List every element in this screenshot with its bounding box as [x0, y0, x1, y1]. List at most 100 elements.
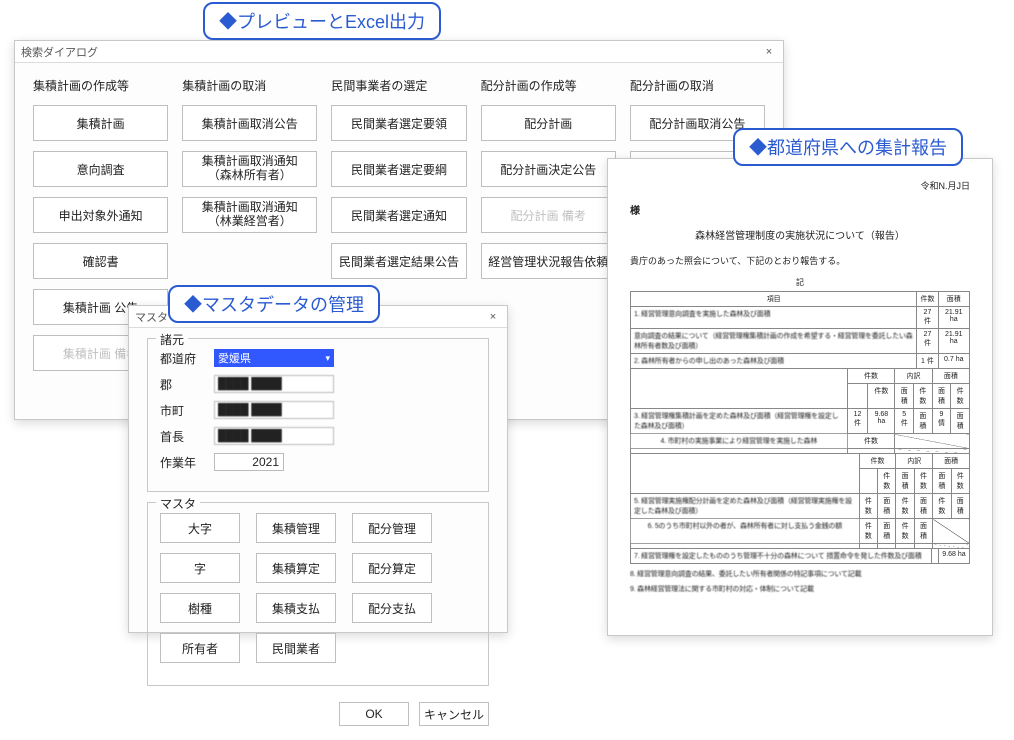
th: 件数	[917, 292, 938, 307]
th: 面積	[932, 369, 969, 384]
btn-shuseki-keikaku[interactable]: 集積計画	[33, 105, 168, 141]
cell: 5 件	[895, 409, 914, 434]
btn-haibun-kanri[interactable]: 配分管理	[352, 513, 432, 543]
cell-diag	[933, 519, 970, 544]
dialog-buttons: OK キャンセル	[147, 696, 489, 726]
th: 件数	[896, 519, 914, 544]
table-row: 件数 内訳 面積	[631, 369, 970, 384]
report-bullet: 様	[630, 202, 970, 217]
btn-sentei-youryou[interactable]: 民間業者選定要領	[331, 105, 466, 141]
table-row: 3. 経営管理権集積計画を定めた森林及び面積（経営管理権を設定した森林及び面積）…	[631, 409, 970, 434]
search-dialog-title: 検索ダイアログ	[21, 44, 98, 60]
cell: 面積	[914, 494, 932, 519]
btn-shuseki-santei[interactable]: 集積算定	[256, 553, 336, 583]
label-gun: 郡	[160, 376, 214, 393]
th: 件数	[951, 469, 969, 494]
btn-ooaza[interactable]: 大字	[160, 513, 240, 543]
btn-haibun-shiharai[interactable]: 配分支払	[352, 593, 432, 623]
cell: 12 件	[847, 409, 868, 434]
th: 件数	[914, 384, 933, 409]
chevron-down-icon: ▾	[325, 353, 330, 364]
cell: 6. 5のうち市町村以外の者が、森林所有者に対し支払う金銭の額	[631, 519, 860, 544]
report-document: 令和N.月J日 様 森林経営管理制度の実施状況について（報告） 貴庁のあった照会…	[607, 158, 993, 636]
cell	[931, 549, 938, 564]
table-row: 6. 5のうち市町村以外の者が、森林所有者に対し支払う金銭の額 件数 面積 件数…	[631, 519, 970, 544]
table-row: 2. 森林所有者からの申し出のあった森林及び面積 1 件 0.7 ha	[631, 354, 970, 369]
btn-shuseki-shiharai[interactable]: 集積支払	[256, 593, 336, 623]
th	[631, 369, 848, 409]
badge-preview: ◆プレビューとExcel出力	[203, 2, 441, 40]
table-row: 意向調査の結果について（経営管理権集積計画の作成を希望する・経営管理を委託したい…	[631, 329, 970, 354]
th	[859, 469, 877, 494]
cell: 3. 経営管理権集積計画を定めた森林及び面積（経営管理権を設定した森林及び面積）	[631, 409, 848, 434]
table-row: 4. 市町村の実施事業により経営管理を実施した森林 件数	[631, 434, 970, 449]
table-row: 1. 経営管理意向調査を実施した森林及び面積 27 件 21.91 ha	[631, 307, 970, 329]
input-gun[interactable]: ████ ████	[214, 375, 334, 393]
btn-torikeshi-tsuuchi-keieisha[interactable]: 集積計画取消通知 （林業経営者）	[182, 197, 317, 233]
cell: 27 件	[917, 329, 938, 354]
th: 件数	[951, 384, 970, 409]
btn-aza[interactable]: 字	[160, 553, 240, 583]
btn-torikeshi-koukoku[interactable]: 集積計画取消公告	[182, 105, 317, 141]
cell: 2. 森林所有者からの申し出のあった森林及び面積	[631, 354, 917, 369]
cell: 9.68 ha	[868, 409, 895, 434]
th: 面積	[896, 469, 914, 494]
btn-shuseki-kanri[interactable]: 集積管理	[256, 513, 336, 543]
btn-sentei-youkou[interactable]: 民間業者選定要綱	[331, 151, 466, 187]
btn-sentei-kekka-koukoku[interactable]: 民間業者選定結果公告	[331, 243, 466, 279]
th: 面積	[933, 454, 970, 469]
btn-torikeshi-tsuuchi-shoyusha[interactable]: 集積計画取消通知 （森林所有者）	[182, 151, 317, 187]
input-sagyounen[interactable]: 2021	[214, 453, 284, 471]
close-icon[interactable]: ×	[761, 44, 777, 60]
btn-kakuninsho[interactable]: 確認書	[33, 243, 168, 279]
table-row: 件数 内訳 面積	[631, 454, 970, 469]
report-note: 8. 経営管理意向調査の結果、委託したい所有者関係の特記事項について記載	[630, 570, 970, 579]
search-col-heading: 配分計画の取消	[630, 77, 765, 93]
search-col-heading: 集積計画の作成等	[33, 77, 168, 93]
master-dialog-window: マスタ・メンテ × 諸元 都道府 愛媛県 ▾ 郡 ████ ████ 市町 ██…	[128, 305, 508, 633]
btn-keieikanri-houkoku-irai[interactable]: 経営管理状況報告依頼	[481, 243, 616, 279]
cell: 0.7 ha	[938, 354, 969, 369]
input-shuchou[interactable]: ████ ████	[214, 427, 334, 445]
btn-minkan-gyousha[interactable]: 民間業者	[256, 633, 336, 663]
th: 件数	[847, 434, 895, 449]
input-shichou[interactable]: ████ ████	[214, 401, 334, 419]
btn-haibun-kettei-koukoku[interactable]: 配分計画決定公告	[481, 151, 616, 187]
th: 面積	[933, 469, 951, 494]
report-title: 森林経営管理制度の実施状況について（報告）	[630, 227, 970, 242]
th: 件数	[859, 519, 877, 544]
cell: 21.91 ha	[938, 329, 969, 354]
report-lead: 貴庁のあった照会について、下記のとおり報告する。	[630, 254, 970, 267]
btn-moshide-gaitsuuchi[interactable]: 申出対象外通知	[33, 197, 168, 233]
btn-haibun-keikaku[interactable]: 配分計画	[481, 105, 616, 141]
cancel-button[interactable]: キャンセル	[419, 702, 489, 726]
cell: 件数	[859, 494, 877, 519]
th: 面積	[932, 384, 951, 409]
search-col-heading: 民間事業者の選定	[331, 77, 466, 93]
ok-button[interactable]: OK	[339, 702, 409, 726]
btn-haibun-santei[interactable]: 配分算定	[352, 553, 432, 583]
th	[847, 384, 868, 409]
cell: 面積	[878, 494, 896, 519]
th	[631, 454, 860, 494]
report-date: 令和N.月J日	[630, 179, 970, 192]
btn-shoyusha[interactable]: 所有者	[160, 633, 240, 663]
search-col-heading: 集積計画の取消	[182, 77, 317, 93]
btn-jushu[interactable]: 樹種	[160, 593, 240, 623]
th: 件数	[847, 369, 895, 384]
combo-pref[interactable]: 愛媛県 ▾	[214, 349, 334, 367]
cell: 21.91 ha	[938, 307, 969, 329]
cell: 9.68 ha	[938, 549, 969, 564]
report-table-wide: 件数 内訳 面積 件数 面積 件数 面積 件数 3. 経営管理権集積計画を定めた…	[630, 368, 970, 454]
th: 件数	[868, 384, 895, 409]
btn-sentei-tsuuchi[interactable]: 民間業者選定通知	[331, 197, 466, 233]
th: 項目	[631, 292, 917, 307]
th: 件数	[914, 469, 932, 494]
th: 面積	[914, 519, 932, 544]
close-icon[interactable]: ×	[485, 309, 501, 325]
btn-ikou-chousa[interactable]: 意向調査	[33, 151, 168, 187]
table-row: 項目 件数 面積	[631, 292, 970, 307]
search-col-heading: 配分計画の作成等	[481, 77, 616, 93]
report-table-wide2: 件数 内訳 面積 件数 面積 件数 面積 件数 5. 経営管理実施権配分計画を定…	[630, 453, 970, 549]
label-sagyounen: 作業年	[160, 454, 214, 471]
